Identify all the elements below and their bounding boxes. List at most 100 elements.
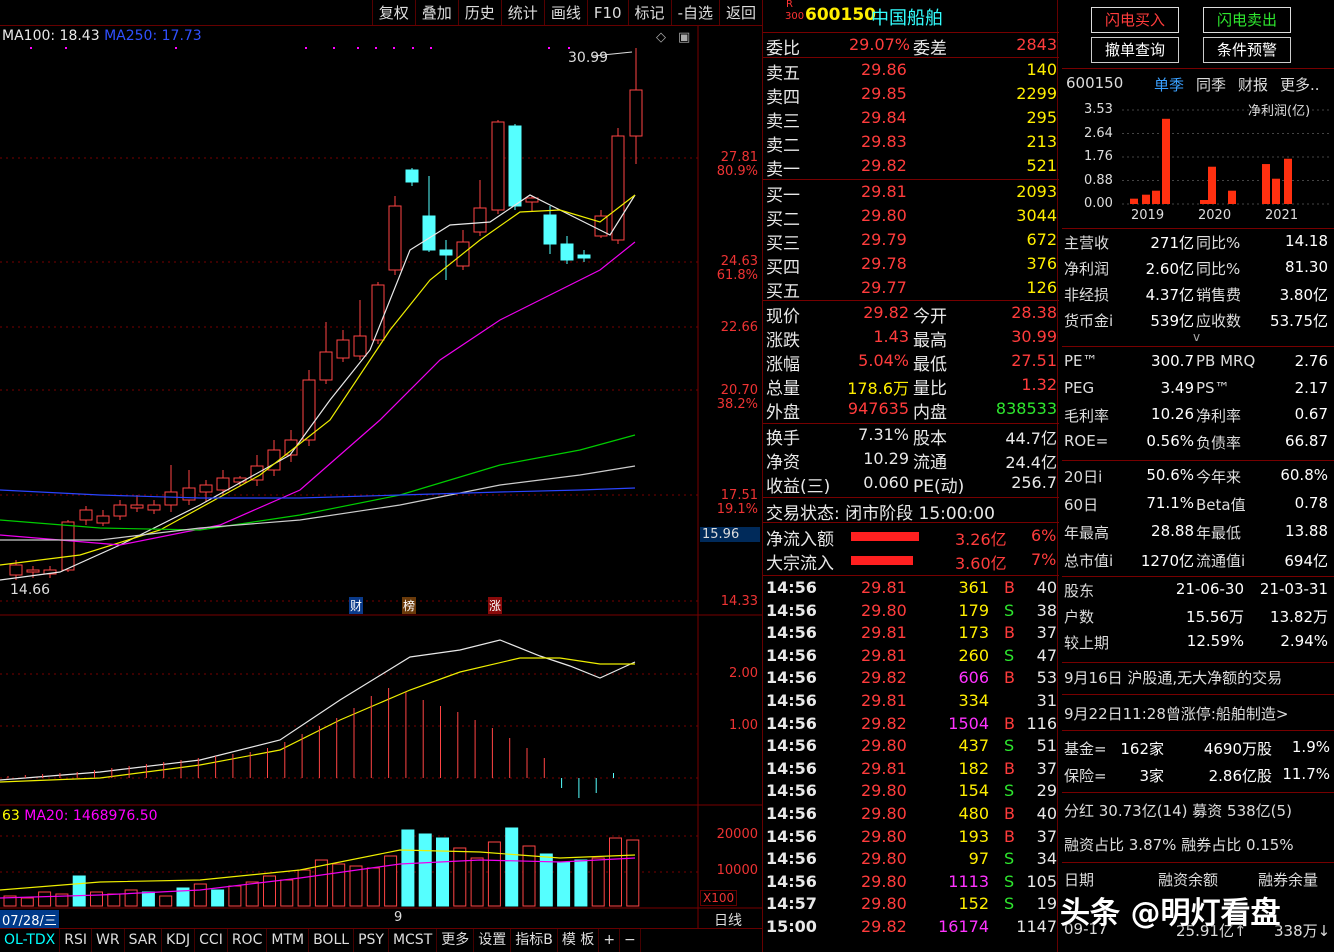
right-code: 600150	[1066, 74, 1124, 92]
profit-bar-6	[1228, 190, 1236, 204]
price-axis-0: 27.81	[720, 150, 758, 165]
holders-divider	[1062, 576, 1334, 577]
tick-count-5: 31	[1036, 691, 1057, 710]
indicator-tab-7[interactable]: MTM	[267, 929, 310, 952]
year-2020: 2020	[1198, 208, 1232, 223]
profit-bar-1	[1142, 194, 1150, 204]
stat-label-4: 外盘	[766, 403, 800, 423]
candle-body-27	[473, 207, 487, 233]
tick-side-10: B	[1004, 804, 1015, 823]
margin-header-date: 日期	[1064, 871, 1095, 889]
indicator-tab-16[interactable]: −	[620, 929, 641, 952]
indicator-tab-12[interactable]: 设置	[474, 929, 512, 952]
valuation-label2-2: 净利率	[1196, 407, 1242, 425]
flash-buy-button[interactable]: 闪电买入	[1091, 7, 1179, 33]
indicator-tab-13[interactable]: 指标B	[511, 929, 558, 952]
fin-divider	[1062, 346, 1334, 347]
margin-row-date: 09-17	[1064, 920, 1108, 938]
tick-time-12: 14:56	[766, 849, 817, 869]
toolbar-item-1[interactable]: 叠加	[414, 0, 458, 25]
toolbar-item-8[interactable]: 返回	[718, 0, 762, 25]
stat2-value2-1: 24.4亿	[1005, 453, 1057, 472]
performance-label2-0: 今年来	[1196, 468, 1242, 486]
condition-alert-button[interactable]: 条件预警	[1203, 37, 1291, 63]
toolbar-item-5[interactable]: F10	[586, 0, 628, 25]
indicator-tab-4[interactable]: KDJ	[162, 929, 196, 952]
toolbar-item-4[interactable]: 画线	[543, 0, 587, 25]
indicator-tab-3[interactable]: SAR	[125, 929, 163, 952]
indicator-tab-15[interactable]: +	[599, 929, 621, 952]
tab-report[interactable]: 财报	[1238, 76, 1269, 94]
vol-ma5	[0, 849, 636, 891]
flash-sell-button[interactable]: 闪电卖出	[1203, 7, 1291, 33]
tick-count-9: 29	[1036, 781, 1057, 801]
performance-label2-2: 年最低	[1196, 524, 1242, 542]
candle-body-28	[491, 121, 505, 211]
tick-count-3: 47	[1036, 645, 1057, 665]
indicator-tab-6[interactable]: ROC	[228, 929, 268, 952]
stat-value2-2: 27.51	[1011, 351, 1057, 370]
performance-value2-0: 60.8%	[1280, 466, 1328, 484]
buy-level-1-price: 29.80	[861, 206, 907, 225]
event-marker-limit[interactable]: 涨	[488, 597, 503, 614]
tick-count-7: 51	[1036, 736, 1057, 756]
event-marker-list[interactable]: 榜	[402, 597, 417, 614]
vol-bar-31	[539, 853, 553, 907]
diamond-icon[interactable]: ◇	[656, 30, 666, 45]
tick-side-0: B	[1004, 578, 1015, 597]
sell-level-0-volume: 140	[1026, 60, 1057, 79]
tab-more[interactable]: 更多..	[1280, 76, 1320, 94]
toolbar-item-6[interactable]: 标记	[627, 0, 671, 25]
tick-volume-8: 182	[958, 758, 989, 778]
indicator-tab-1[interactable]: RSI	[60, 929, 93, 952]
tick-count-13: 105	[1026, 871, 1057, 891]
orderbook-divider-2	[763, 300, 1059, 301]
indicator-tab-2[interactable]: WR	[92, 929, 125, 952]
sell-level-0-price: 29.86	[861, 60, 907, 79]
indicator-tab-0[interactable]: OL-TDX	[0, 929, 61, 952]
tick-price-15: 29.82	[861, 917, 907, 936]
window-icon[interactable]: ▣	[678, 30, 691, 45]
tick-side-1: S	[1004, 600, 1015, 620]
flow-bar-1	[851, 556, 913, 565]
indicator-tab-11[interactable]: 更多	[437, 929, 475, 952]
news-item-2[interactable]: 9月22日11:28曾涨停:船舶制造>	[1064, 705, 1289, 723]
tab-quarter[interactable]: 单季	[1154, 76, 1185, 94]
price-axis-pct-0: 80.9%	[716, 164, 758, 179]
toolbar-item-3[interactable]: 统计	[500, 0, 544, 25]
holders-v1-2: 12.59%	[1186, 632, 1244, 650]
vol-bar-6	[107, 893, 121, 907]
event-marker-finance[interactable]: 财	[349, 597, 364, 614]
buy-level-4-price: 29.77	[861, 278, 907, 297]
holders-label-2: 较上期	[1064, 634, 1110, 652]
profit-bar-5	[1208, 166, 1216, 204]
tick-side-13: S	[1004, 871, 1015, 891]
toolbar-item-0[interactable]: 复权	[371, 0, 415, 25]
toolbar-item-7[interactable]: -自选	[670, 0, 719, 25]
candle-body-11	[199, 484, 213, 493]
buy-level-0-price: 29.81	[861, 182, 907, 201]
stat2-label2-2: PE(动)	[913, 477, 965, 497]
indicator-tab-8[interactable]: BOLL	[309, 929, 355, 952]
indicator-tab-5[interactable]: CCI	[195, 929, 228, 952]
news-item-1[interactable]: 9月16日 沪股通,无大净额的交易	[1064, 669, 1283, 687]
indicator-tab-14[interactable]: 模 板	[558, 929, 600, 952]
vol-bar-14	[245, 881, 259, 907]
candle-body-7	[130, 504, 144, 509]
year-2021: 2021	[1265, 208, 1299, 223]
weicha-label: 委差	[913, 39, 947, 59]
kline-chart[interactable]	[0, 0, 762, 952]
tick-price-13: 29.80	[861, 871, 907, 891]
price-axis-2: 22.66	[720, 320, 758, 335]
indicator-tab-10[interactable]: MCST	[389, 929, 438, 952]
tick-side-4: B	[1004, 668, 1015, 688]
tab-same-quarter[interactable]: 同季	[1196, 76, 1227, 94]
indicator-tab-9[interactable]: PSY	[354, 929, 389, 952]
toolbar-item-2[interactable]: 历史	[457, 0, 501, 25]
period-label[interactable]: 日线	[714, 913, 742, 929]
vol-bar-23	[401, 829, 415, 907]
expand-caret[interactable]: v	[1193, 330, 1201, 344]
tick-price-1: 29.80	[861, 600, 907, 620]
tick-time-11: 14:56	[766, 826, 817, 846]
cancel-query-button[interactable]: 撤单查询	[1091, 37, 1179, 63]
